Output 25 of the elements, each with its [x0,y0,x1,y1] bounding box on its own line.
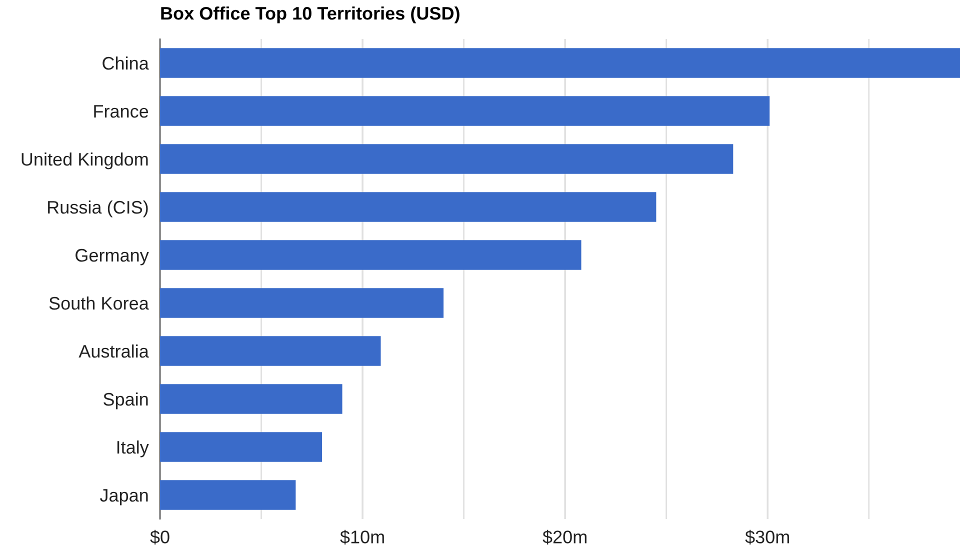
bar [160,384,342,414]
y-tick-label: Russia (CIS) [48,200,148,218]
y-tick-label: China [102,56,149,70]
bar [160,336,381,366]
y-tick-label: South Korea [49,296,149,310]
y-tick-label: Germany [76,248,149,266]
x-tick-label: $30m [745,530,789,544]
bar [160,48,960,78]
bar [160,480,296,510]
x-tick-label: $10m [340,530,384,544]
bar [160,144,734,174]
y-tick-label: Australia [78,344,149,358]
bar [160,240,582,270]
y-tick-label: France [94,105,148,118]
chart-title: Box Office Top 10 Territories (USD) [161,6,460,24]
y-tick-label: Japan [100,489,148,506]
bar [160,288,444,318]
x-tick-label: $20m [542,530,586,544]
y-tick-label: Italy [117,440,149,458]
bar [160,192,656,222]
y-tick-label: United Kingdom [22,152,148,170]
bar [160,432,322,462]
bar [160,96,770,126]
y-tick-label: Spain [104,392,148,410]
x-tick-label: $0 [150,530,170,544]
